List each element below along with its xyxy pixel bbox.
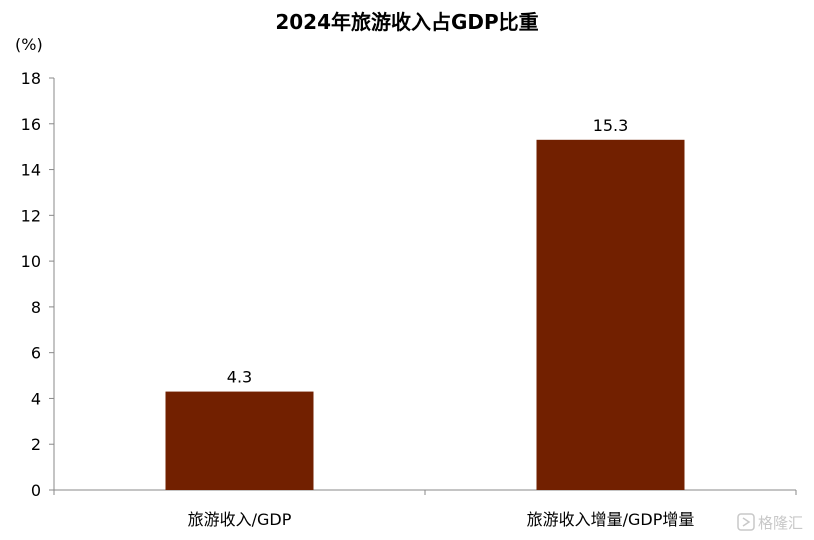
- watermark-text: 格隆汇: [758, 514, 803, 532]
- y-axis-unit: (%): [15, 35, 43, 54]
- y-tick-label: 18: [21, 69, 41, 88]
- x-category-label: 旅游收入/GDP: [188, 510, 292, 529]
- chart-title: 2024年旅游收入占GDP比重: [275, 10, 538, 34]
- y-tick-label: 16: [21, 115, 41, 134]
- y-tick-label: 14: [21, 161, 41, 180]
- watermark: 格隆汇: [737, 513, 803, 532]
- data-label: 15.3: [593, 116, 629, 135]
- y-tick-label: 4: [31, 389, 41, 408]
- x-category-label: 旅游收入增量/GDP增量: [527, 510, 695, 529]
- watermark-logo-icon: [737, 513, 755, 531]
- bar: [165, 391, 314, 490]
- y-tick-label: 10: [21, 252, 41, 271]
- y-tick-label: 0: [31, 481, 41, 500]
- plot-area: 0 2 4 6 8 10 12 14 16 18 4.3 旅游收入/GDP 15.3 旅游收入增量/GDP…: [21, 69, 797, 529]
- bar: [536, 139, 685, 491]
- y-tick-label: 6: [31, 344, 41, 363]
- y-tick-label: 12: [21, 206, 41, 225]
- y-tick-label: 8: [31, 298, 41, 317]
- data-label: 4.3: [227, 368, 252, 387]
- y-tick-label: 2: [31, 435, 41, 454]
